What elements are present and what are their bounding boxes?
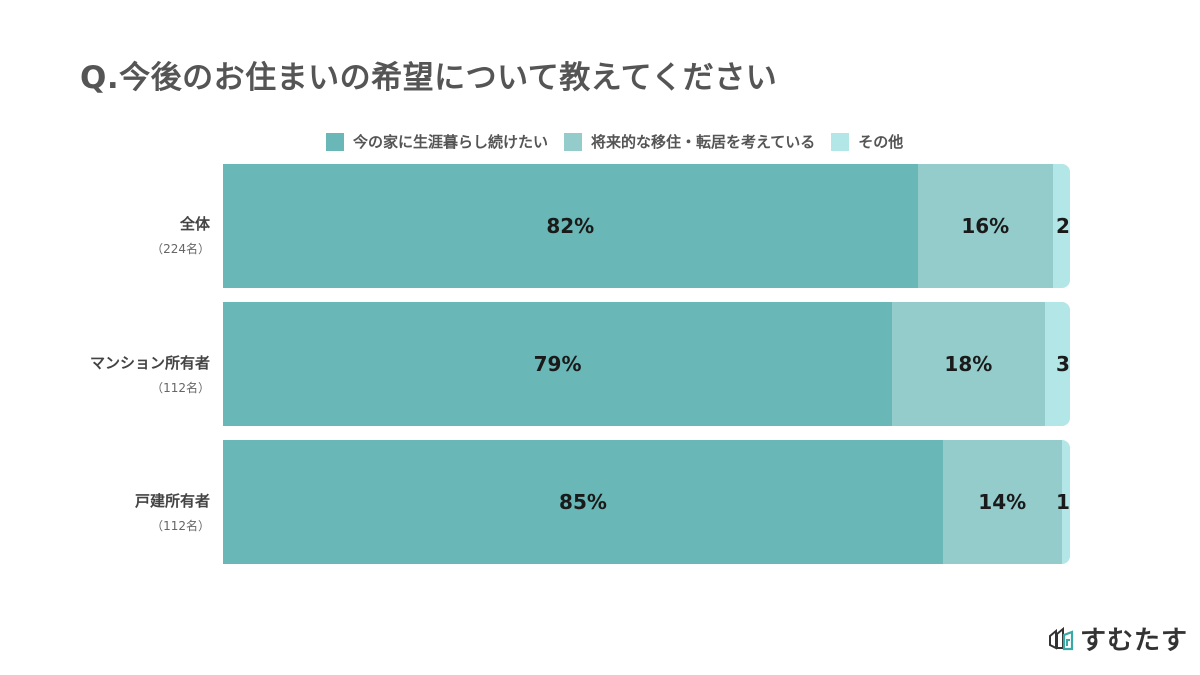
bar-segment-move: 14% (942, 440, 1062, 564)
legend-label-move: 将来的な移住・転居を考えている (591, 133, 816, 151)
bar-segment-stay: 85% (223, 440, 943, 564)
value-label: 79% (533, 352, 582, 376)
bar-mansion: 79% 18% 3% (223, 302, 1070, 426)
legend-item-other: その他 (831, 131, 903, 152)
bar-all: 82% 16% 2% (223, 164, 1070, 288)
value-label: 14% (978, 490, 1027, 514)
legend-item-stay: 今の家に生涯暮らし続けたい (326, 131, 548, 152)
value-label: 1% (1056, 490, 1070, 514)
value-label: 16% (961, 214, 1010, 238)
value-label: 82% (546, 214, 595, 238)
house-stack-icon (1049, 626, 1074, 650)
row-label-house: 戸建所有者 （112名） (40, 490, 210, 534)
legend-item-move: 将来的な移住・転居を考えている (564, 131, 815, 152)
row-label-mansion: マンション所有者 （112名） (40, 352, 210, 396)
row-count: （112名） (151, 519, 210, 533)
bar-house: 85% 14% 1% (223, 440, 1070, 564)
bar-segment-move: 16% (917, 164, 1054, 288)
legend-label-other: その他 (858, 133, 904, 151)
legend-swatch-other (831, 132, 850, 151)
bar-segment-other: 1% (1056, 440, 1070, 564)
row-count: （112名） (151, 381, 210, 395)
bar-segment-stay: 82% (223, 164, 918, 288)
legend-label-stay: 今の家に生涯暮らし続けたい (353, 133, 549, 151)
bar-segment-move: 18% (892, 302, 1045, 426)
row-label-all: 全体 （224名） (40, 213, 210, 257)
row-name: マンション所有者 (89, 354, 210, 372)
row-name: 全体 (179, 215, 210, 233)
brand-logo: すむたす (1048, 620, 1188, 657)
row-name: 戸建所有者 (134, 492, 210, 510)
legend-swatch-move (564, 132, 583, 151)
bar-segment-other: 2% (1053, 164, 1070, 288)
bar-segment-stay: 79% (223, 302, 893, 426)
row-count: （224名） (151, 242, 210, 256)
legend-swatch-stay (326, 132, 344, 151)
value-label: 3% (1056, 352, 1070, 376)
brand-name: すむたす (1080, 626, 1189, 656)
chart-title: Q.今後のお住まいの希望について教えてください (80, 60, 778, 96)
value-label: 18% (944, 352, 993, 376)
legend: 今の家に生涯暮らし続けたい 将来的な移住・転居を考えている その他 (326, 131, 919, 152)
value-label: 85% (559, 490, 607, 514)
value-label: 2% (1056, 214, 1070, 238)
bar-segment-other: 3% (1044, 302, 1070, 426)
